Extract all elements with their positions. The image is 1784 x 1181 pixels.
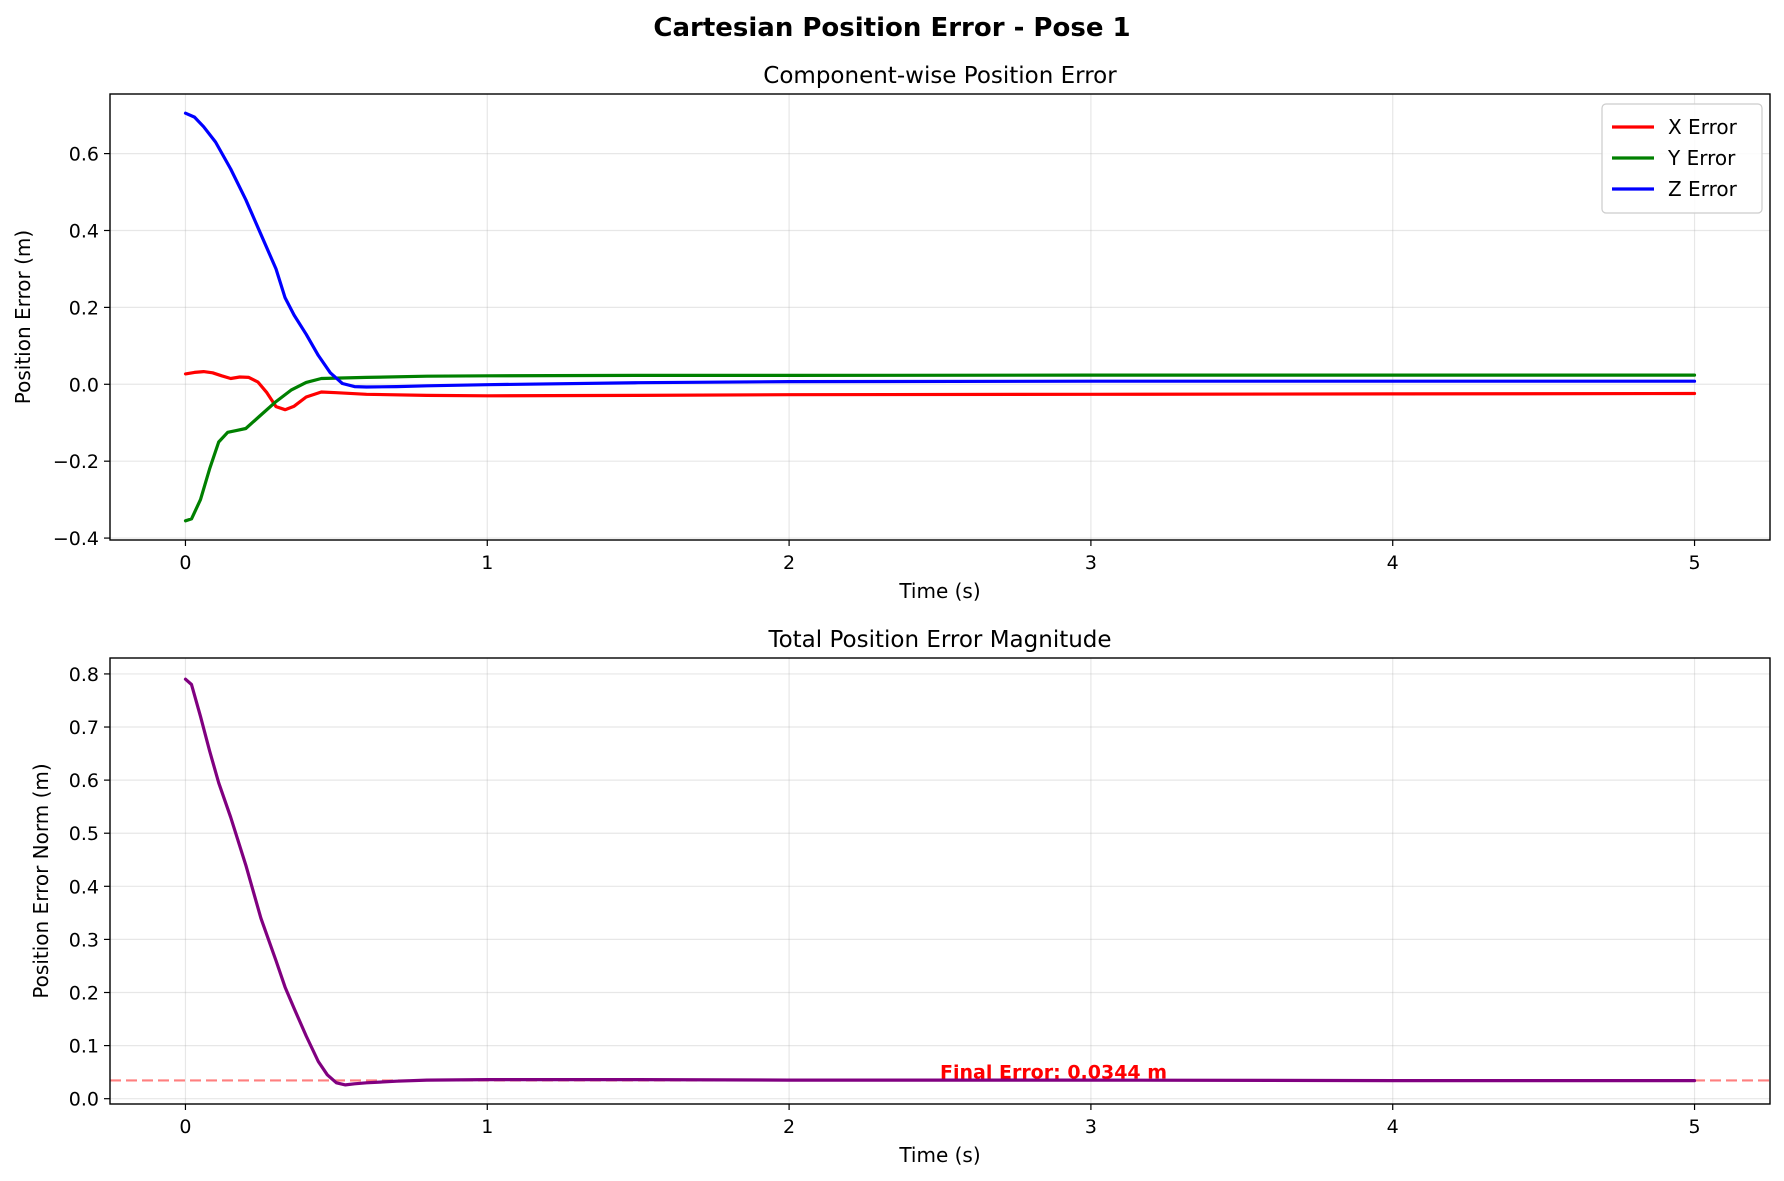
x-tick-label: 2	[783, 552, 795, 574]
x-tick-label: 1	[481, 1116, 493, 1138]
x-tick-label: 5	[1688, 552, 1700, 574]
y-axis-label: Position Error Norm (m)	[29, 763, 53, 998]
y-tick-label: −0.2	[53, 451, 99, 473]
y-tick-label: 0.2	[69, 297, 99, 319]
y-tick-label: 0.5	[69, 823, 99, 845]
x-tick-label: 4	[1387, 552, 1399, 574]
y-tick-label: 0.6	[69, 144, 99, 166]
legend-label: Z Error	[1668, 177, 1738, 201]
y-tick-label: 0.3	[69, 929, 99, 951]
legend-box	[1601, 103, 1763, 214]
y-tick-label: 0.1	[69, 1036, 99, 1058]
x-tick-label: 2	[783, 1116, 795, 1138]
x-tick-label: 0	[179, 552, 191, 574]
x-tick-label: 0	[179, 1116, 191, 1138]
y-tick-label: 0.0	[69, 374, 99, 396]
x-axis-label: Time (s)	[898, 1143, 980, 1167]
error-norm-line	[183, 677, 1697, 1087]
component-error-plot: Component-wise Position Error Time (s) P…	[11, 63, 1771, 603]
plot-frame	[109, 93, 1771, 541]
y-tick-label: 0.8	[69, 664, 99, 686]
x-tick-label: 1	[481, 552, 493, 574]
x-tick-label: 3	[1085, 552, 1097, 574]
x-tick-label: 4	[1387, 1116, 1399, 1138]
y-tick-label: −0.4	[53, 528, 99, 550]
plot-title: Component-wise Position Error	[763, 63, 1117, 89]
y-axis-label: Position Error (m)	[11, 230, 35, 404]
z-error-line	[183, 111, 1697, 389]
y-tick-label: 0.0	[69, 1089, 99, 1111]
x-axis-label: Time (s)	[898, 579, 980, 603]
total-error-plot: Total Position Error Magnitude Time (s) …	[29, 627, 1771, 1167]
y-tick-label: 0.4	[69, 876, 99, 898]
x-error-line	[183, 370, 1697, 412]
x-tick-label: 5	[1688, 1116, 1700, 1138]
figure-title: Cartesian Position Error - Pose 1	[653, 13, 1130, 43]
plot-frame	[109, 657, 1771, 1105]
plot-title: Total Position Error Magnitude	[767, 627, 1111, 653]
y-tick-label: 0.4	[69, 220, 99, 242]
x-tick-label: 3	[1085, 1116, 1097, 1138]
legend-label: Y Error	[1667, 146, 1736, 170]
y-error-line	[183, 373, 1697, 523]
y-tick-label: 0.6	[69, 770, 99, 792]
y-tick-label: 0.7	[69, 717, 99, 739]
final-error-annotation: Final Error: 0.0344 m	[940, 1062, 1167, 1084]
y-tick-label: 0.2	[69, 983, 99, 1005]
legend-label: X Error	[1668, 115, 1738, 139]
